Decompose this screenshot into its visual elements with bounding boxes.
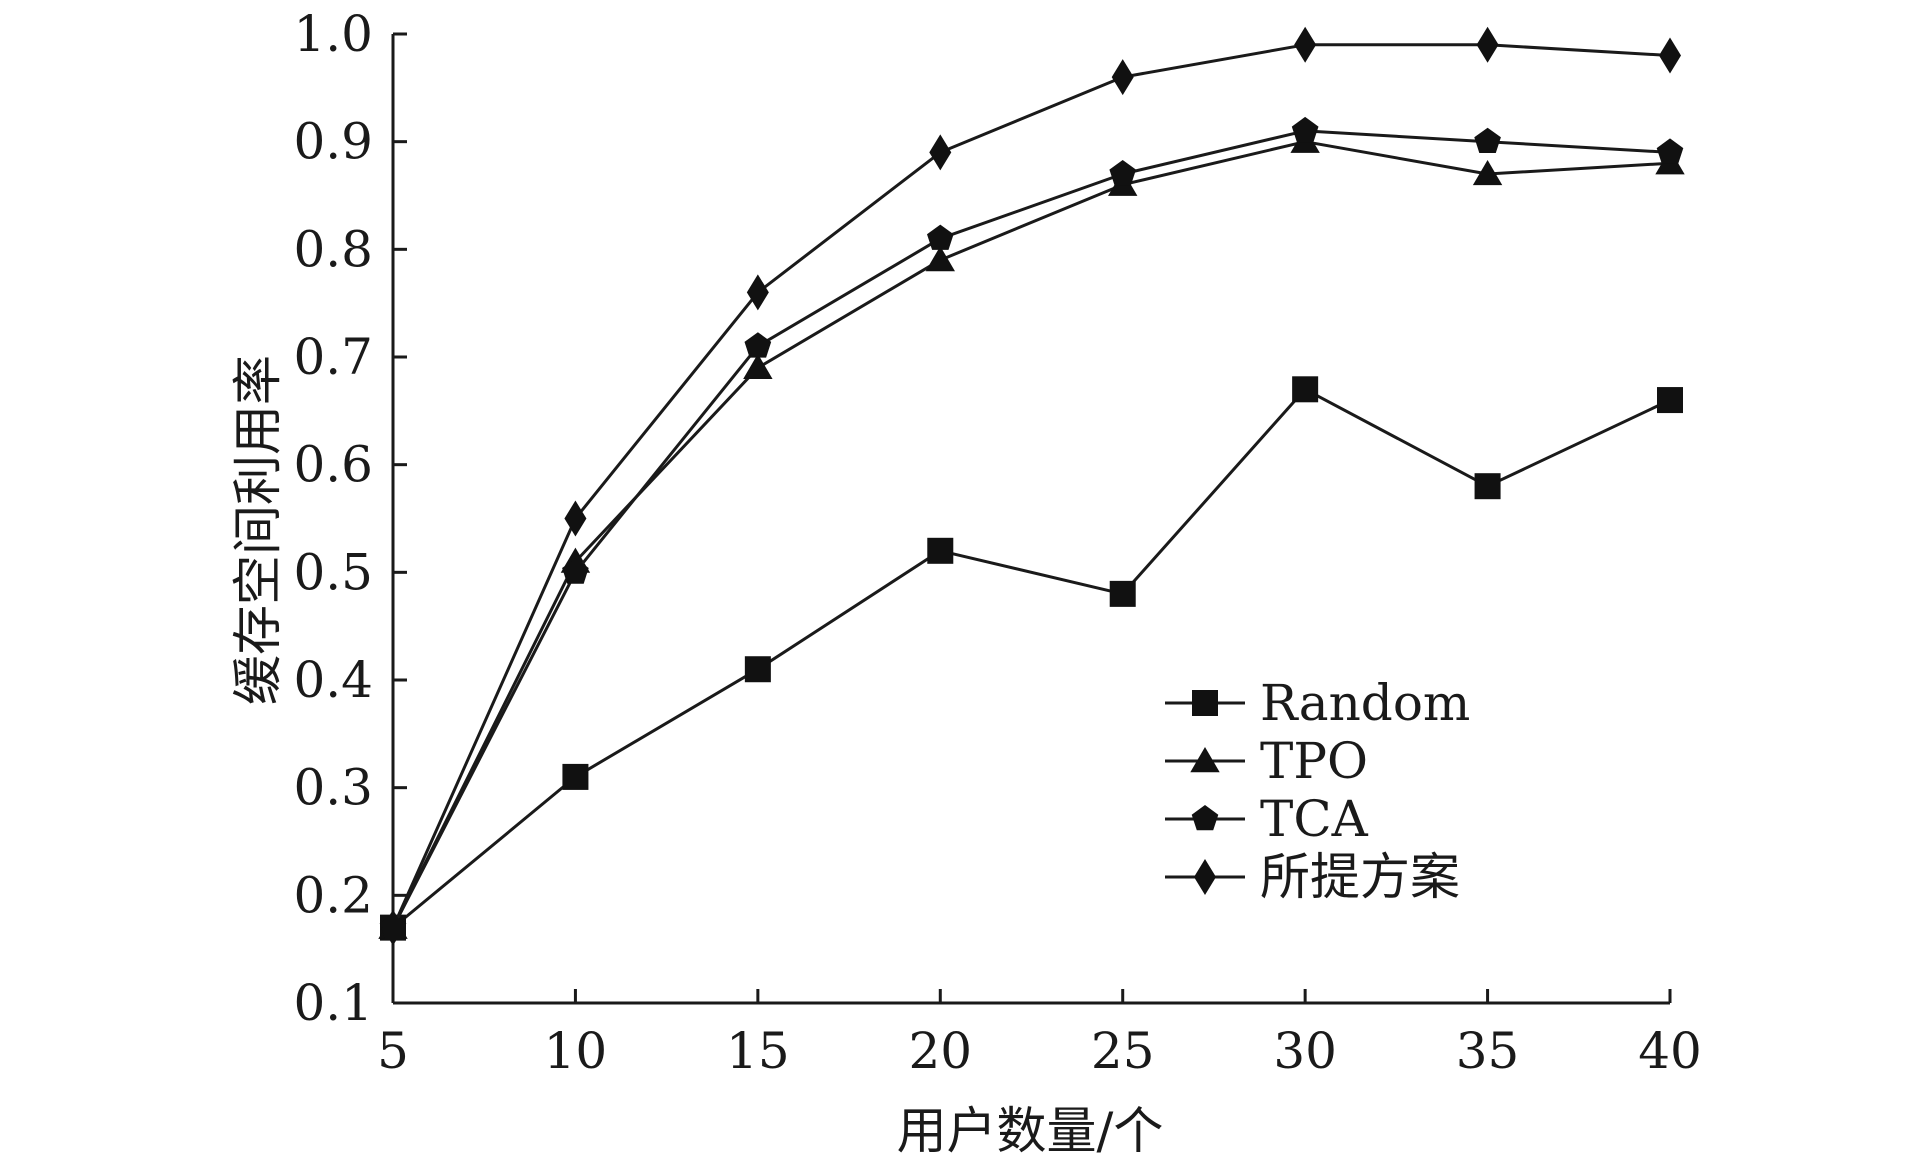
data-point-triangle bbox=[925, 246, 955, 272]
data-point-square bbox=[927, 537, 954, 564]
series-line bbox=[391, 129, 1671, 929]
y-axis-title: 缓存空间利用率 bbox=[229, 355, 287, 705]
x-tick-label: 20 bbox=[908, 1022, 972, 1080]
x-axis-title: 用户数量/个 bbox=[897, 1102, 1164, 1157]
data-point-pentagon bbox=[927, 224, 954, 250]
legend-label: TCA bbox=[1260, 790, 1369, 848]
series-diamond bbox=[382, 26, 1681, 946]
data-point-diamond bbox=[746, 274, 769, 311]
legend-label: Random bbox=[1260, 674, 1470, 732]
legend-marker-diamond bbox=[1194, 859, 1216, 895]
data-point-square bbox=[1292, 376, 1319, 403]
series-line bbox=[391, 43, 1671, 929]
data-point-diamond bbox=[1111, 59, 1134, 96]
data-point-square bbox=[562, 763, 589, 790]
data-point-pentagon bbox=[1291, 116, 1319, 143]
y-tick-label: 1.0 bbox=[293, 5, 373, 63]
axes: 0.1 0.2 0.3 0.4 0.5 0.6 0.7 0.8 0.9 1.0 5 10 15 20 25 3… bbox=[293, 5, 1701, 1080]
data-point-pentagon bbox=[1474, 127, 1501, 153]
y-tick-label: 0.2 bbox=[293, 866, 373, 924]
data-point-square bbox=[1109, 580, 1136, 607]
series-pentagon bbox=[379, 116, 1684, 939]
y-tick-label: 0.8 bbox=[293, 220, 373, 278]
y-tick-label: 0.4 bbox=[293, 651, 373, 709]
series-square bbox=[380, 376, 1683, 941]
x-tick-label: 15 bbox=[726, 1022, 790, 1080]
data-point-diamond bbox=[1294, 26, 1317, 63]
x-tick-label: 35 bbox=[1456, 1022, 1520, 1080]
y-tick-label: 0.5 bbox=[293, 543, 373, 601]
x-tick-label: 5 bbox=[377, 1022, 409, 1080]
data-point-pentagon bbox=[1109, 160, 1136, 186]
legend-label: TPO bbox=[1260, 732, 1368, 790]
legend-marker-pentagon bbox=[1191, 805, 1219, 831]
y-tick-label: 0.3 bbox=[293, 759, 373, 817]
data-point-diamond bbox=[564, 500, 587, 537]
data-point-diamond bbox=[929, 134, 952, 171]
data-point-square bbox=[1657, 387, 1683, 414]
plot-area bbox=[378, 26, 1685, 946]
data-point-square bbox=[1474, 473, 1501, 500]
legend-marker-square bbox=[1192, 690, 1218, 716]
data-point-pentagon bbox=[1656, 138, 1684, 164]
data-point-diamond bbox=[1659, 37, 1681, 74]
data-point-diamond bbox=[382, 909, 404, 946]
series-line bbox=[391, 140, 1671, 929]
x-tick-label: 10 bbox=[544, 1022, 608, 1080]
legend-item: TCA bbox=[1165, 790, 1369, 848]
legend-item: Random bbox=[1165, 674, 1470, 732]
series-line bbox=[392, 387, 1671, 929]
data-point-triangle bbox=[1472, 159, 1503, 186]
data-point-pentagon bbox=[744, 332, 772, 358]
y-tick-label: 0.1 bbox=[293, 974, 373, 1032]
x-tick-label: 25 bbox=[1091, 1022, 1155, 1080]
legend-item: TPO bbox=[1165, 732, 1368, 790]
legend-item: 所提方案 bbox=[1165, 848, 1460, 906]
x-tick-label: 30 bbox=[1273, 1022, 1337, 1080]
y-tick-label: 0.7 bbox=[293, 328, 373, 386]
data-point-pentagon bbox=[562, 558, 589, 584]
x-tick-label: 40 bbox=[1638, 1022, 1702, 1080]
legend-marker-triangle bbox=[1190, 747, 1220, 773]
data-point-square bbox=[744, 656, 771, 683]
data-point-diamond bbox=[1476, 26, 1499, 63]
data-point-triangle bbox=[743, 353, 773, 379]
y-tick-label: 0.9 bbox=[293, 113, 373, 171]
legend-label: 所提方案 bbox=[1260, 848, 1460, 906]
y-tick-label: 0.6 bbox=[293, 436, 373, 494]
